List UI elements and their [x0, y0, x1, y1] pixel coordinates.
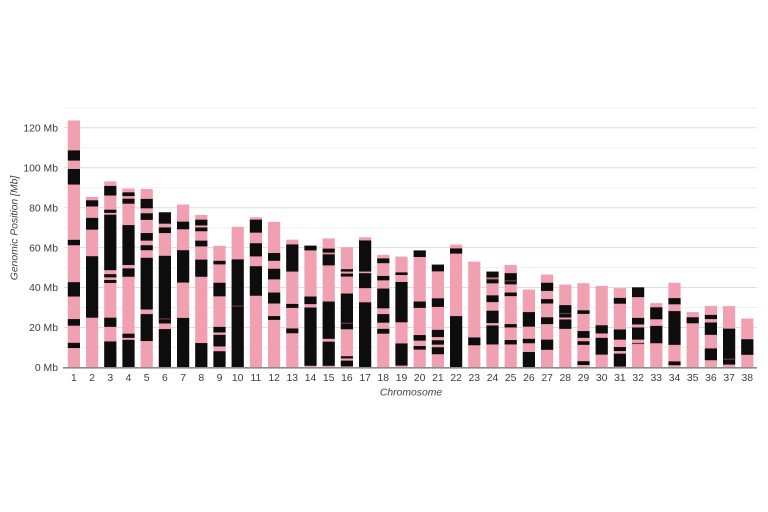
svg-text:13: 13 [287, 373, 299, 384]
svg-text:40 Mb: 40 Mb [29, 283, 58, 294]
svg-text:24: 24 [487, 373, 499, 384]
svg-text:34: 34 [669, 373, 681, 384]
svg-text:27: 27 [541, 373, 553, 384]
svg-text:21: 21 [432, 373, 444, 384]
svg-text:20: 20 [414, 373, 426, 384]
svg-text:Genomic Position [Mb]: Genomic Position [Mb] [10, 175, 21, 281]
svg-text:29: 29 [578, 373, 590, 384]
svg-text:17: 17 [359, 373, 371, 384]
svg-text:37: 37 [723, 373, 735, 384]
svg-text:12: 12 [268, 373, 280, 384]
svg-text:26: 26 [523, 373, 535, 384]
svg-text:100 Mb: 100 Mb [23, 164, 58, 175]
svg-text:1: 1 [71, 373, 77, 384]
svg-text:31: 31 [614, 373, 626, 384]
svg-text:80 Mb: 80 Mb [29, 203, 58, 214]
svg-text:60 Mb: 60 Mb [29, 243, 58, 254]
svg-text:38: 38 [742, 373, 754, 384]
svg-text:5: 5 [144, 373, 150, 384]
svg-text:9: 9 [217, 373, 223, 384]
svg-text:7: 7 [180, 373, 186, 384]
svg-text:4: 4 [126, 373, 132, 384]
svg-text:30: 30 [596, 373, 608, 384]
svg-text:19: 19 [396, 373, 408, 384]
svg-text:16: 16 [341, 373, 353, 384]
svg-text:Chromosome: Chromosome [380, 388, 443, 399]
svg-text:25: 25 [505, 373, 517, 384]
svg-text:22: 22 [450, 373, 462, 384]
svg-text:11: 11 [251, 373, 262, 384]
svg-text:2: 2 [89, 373, 95, 384]
svg-text:18: 18 [378, 373, 390, 384]
svg-text:32: 32 [632, 373, 644, 384]
svg-text:0 Mb: 0 Mb [35, 363, 58, 374]
svg-text:36: 36 [705, 373, 717, 384]
svg-text:3: 3 [107, 373, 113, 384]
svg-text:8: 8 [198, 373, 204, 384]
svg-text:23: 23 [469, 373, 481, 384]
svg-text:28: 28 [560, 373, 572, 384]
svg-text:6: 6 [162, 373, 168, 384]
svg-text:15: 15 [323, 373, 335, 384]
svg-text:20 Mb: 20 Mb [29, 323, 58, 334]
svg-text:33: 33 [651, 373, 663, 384]
svg-text:10: 10 [232, 373, 244, 384]
svg-text:35: 35 [687, 373, 699, 384]
svg-text:120 Mb: 120 Mb [23, 124, 58, 135]
svg-text:14: 14 [305, 373, 317, 384]
